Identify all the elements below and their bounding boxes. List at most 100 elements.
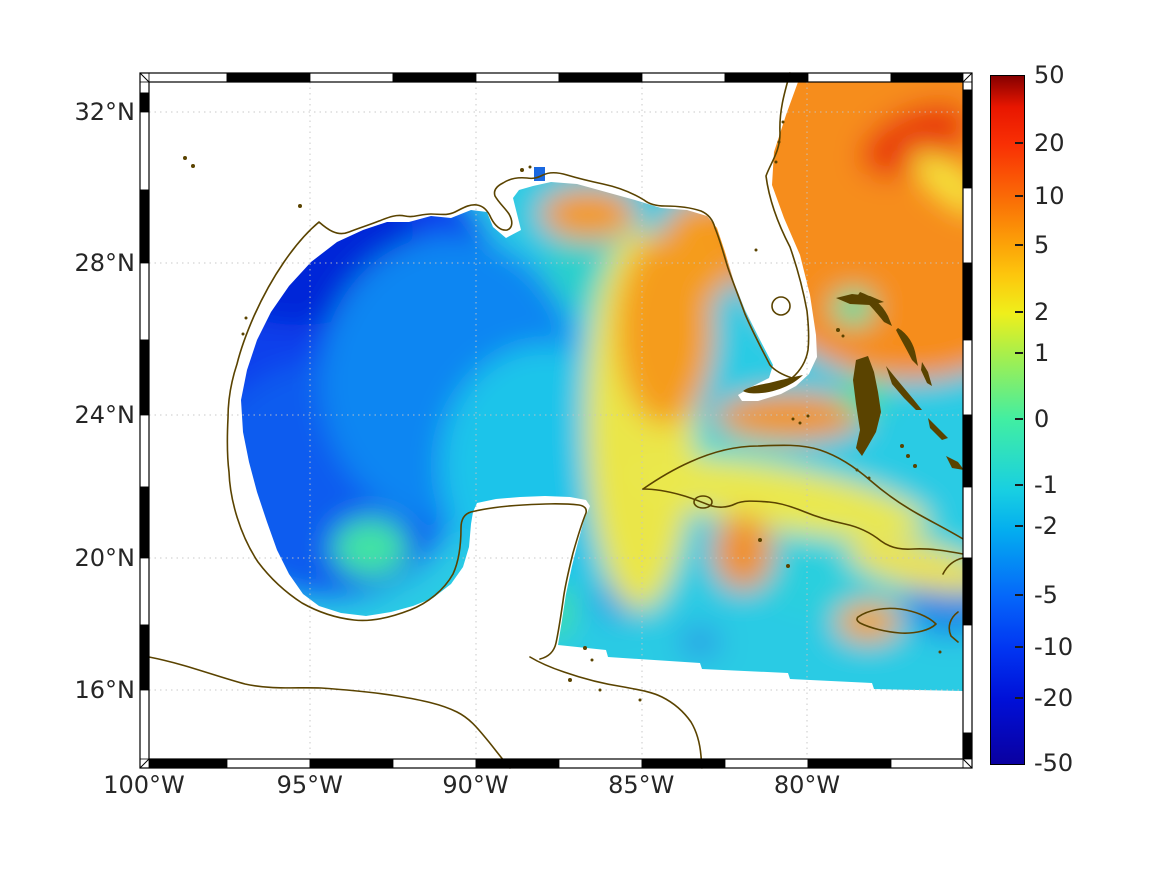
frame-zebra-segment bbox=[962, 557, 973, 626]
frame-zebra-segment bbox=[890, 72, 964, 83]
colorbar-tick-mark bbox=[1015, 484, 1023, 487]
frame-zebra-segment bbox=[148, 758, 228, 769]
map-frame bbox=[139, 72, 973, 769]
frame-zebra-segment bbox=[724, 72, 809, 83]
colorbar-tick-mark bbox=[1015, 697, 1023, 700]
frame-zebra-segment bbox=[962, 262, 973, 341]
frame-zebra-segment bbox=[139, 189, 150, 264]
colorbar-tick-label: -5 bbox=[1034, 581, 1058, 610]
frame-zebra-segment bbox=[641, 758, 726, 769]
delta-blue-cell bbox=[534, 167, 545, 181]
frame-zebra-segment bbox=[962, 414, 973, 488]
colorbar-tick-mark bbox=[1015, 594, 1023, 597]
y-tick-label: 20°N bbox=[74, 544, 136, 572]
honduras-coastline bbox=[529, 656, 703, 769]
colorbar-tick-mark bbox=[1015, 524, 1023, 527]
frame-corner-miter bbox=[962, 72, 973, 83]
y-tick-label: 28°N bbox=[74, 249, 136, 277]
y-tick-label: 24°N bbox=[74, 401, 136, 429]
frame-zebra-segment bbox=[962, 624, 973, 734]
frame-zebra-segment bbox=[807, 758, 892, 769]
frame-zebra-segment bbox=[962, 89, 973, 189]
frame-zebra-segment bbox=[962, 339, 973, 416]
crooked-island bbox=[946, 456, 964, 470]
frame-zebra-segment bbox=[962, 732, 973, 760]
frame-zebra-segment bbox=[641, 72, 726, 83]
frame-zebra-segment bbox=[475, 758, 560, 769]
colorbar-tick-label: 1 bbox=[1034, 338, 1050, 367]
colorbar-tick-label: -50 bbox=[1034, 749, 1074, 777]
frame-zebra-segment bbox=[890, 758, 964, 769]
cat-island bbox=[921, 362, 932, 386]
x-tick-label: 80°W bbox=[773, 771, 841, 799]
frame-outline bbox=[148, 81, 964, 760]
frame-zebra-segment bbox=[139, 111, 150, 191]
frame-zebra-segment bbox=[139, 262, 150, 341]
x-tick-label: 90°W bbox=[442, 771, 509, 799]
frame-zebra-segment bbox=[226, 72, 311, 83]
hispaniola-fragment bbox=[942, 557, 964, 575]
islands-layer bbox=[183, 120, 964, 702]
colorbar-tick-label: 0 bbox=[1034, 405, 1050, 433]
eleuthera bbox=[896, 328, 918, 366]
frame-corner-miter bbox=[139, 758, 150, 769]
frame-zebra-segment bbox=[139, 624, 150, 691]
frame-zebra-segment bbox=[962, 187, 973, 264]
y-tick-label: 16°N bbox=[74, 676, 136, 704]
y-tick-label: 32°N bbox=[74, 98, 136, 126]
colorbar-tick-mark bbox=[1015, 243, 1023, 246]
frame-zebra-segment bbox=[724, 758, 809, 769]
abaco bbox=[858, 292, 892, 326]
frame-outline bbox=[139, 72, 973, 769]
colorbar-tick-mark bbox=[1015, 351, 1023, 354]
us-atlantic-coastline bbox=[765, 72, 810, 379]
long-island bbox=[928, 418, 948, 440]
x-tick-label: 95°W bbox=[276, 771, 343, 799]
colorbar-tick-label: 2 bbox=[1034, 298, 1050, 327]
jamaica-coastline bbox=[856, 607, 937, 634]
land-mask-layer bbox=[149, 82, 963, 759]
cuba-north-coastline bbox=[642, 444, 964, 540]
frame-zebra-segment bbox=[139, 486, 150, 559]
colorbar bbox=[990, 75, 1025, 765]
graticule-layer bbox=[149, 82, 963, 759]
colorbar-tick-label: 5 bbox=[1034, 230, 1050, 259]
coastline-layer bbox=[148, 72, 964, 769]
frame-zebra-segment bbox=[558, 758, 643, 769]
frame-zebra-segment bbox=[558, 72, 643, 83]
colorbar-tick-mark bbox=[1015, 195, 1023, 198]
frame-zebra-segment bbox=[139, 414, 150, 488]
exuma-chain bbox=[886, 366, 922, 410]
frame-zebra-segment bbox=[392, 758, 477, 769]
hispaniola-fragment-2 bbox=[948, 611, 959, 643]
colorbar-tick-label: -2 bbox=[1034, 511, 1058, 540]
colorbar-tick-label: -1 bbox=[1034, 471, 1058, 500]
colorbar-tick-mark bbox=[1015, 142, 1023, 145]
frame-zebra-segment bbox=[139, 557, 150, 626]
pacific-coastline bbox=[148, 656, 511, 769]
frame-zebra-segment bbox=[139, 92, 150, 113]
frame-zebra-segment bbox=[139, 81, 150, 94]
colorbar-tick-mark bbox=[1015, 311, 1023, 314]
frame-zebra-segment bbox=[139, 339, 150, 416]
colorbar-tick-label: 10 bbox=[1034, 182, 1065, 211]
isle-of-youth bbox=[693, 495, 713, 509]
frame-zebra-segment bbox=[962, 486, 973, 559]
colorbar-tick-label: -10 bbox=[1034, 632, 1074, 661]
frame-corner-miter bbox=[139, 72, 150, 83]
frame-zebra-segment bbox=[309, 758, 394, 769]
frame-zebra-segment bbox=[475, 72, 560, 83]
frame-corner-miter bbox=[962, 758, 973, 769]
frame-zebra-segment bbox=[962, 81, 973, 91]
frame-zebra-segment bbox=[807, 72, 892, 83]
colorbar-tick-label: 20 bbox=[1034, 129, 1065, 158]
colorbar-tick-mark bbox=[1015, 418, 1023, 420]
colorbar-tick-label: -20 bbox=[1034, 684, 1074, 713]
x-tick-label: 100°W bbox=[103, 771, 185, 799]
x-tick-label: 85°W bbox=[608, 771, 675, 799]
small-islands bbox=[183, 120, 942, 702]
colorbar-tick-label: 50 bbox=[1034, 61, 1065, 89]
andros bbox=[853, 356, 881, 456]
lake-okeechobee bbox=[771, 296, 791, 316]
florida-keys bbox=[743, 375, 803, 394]
